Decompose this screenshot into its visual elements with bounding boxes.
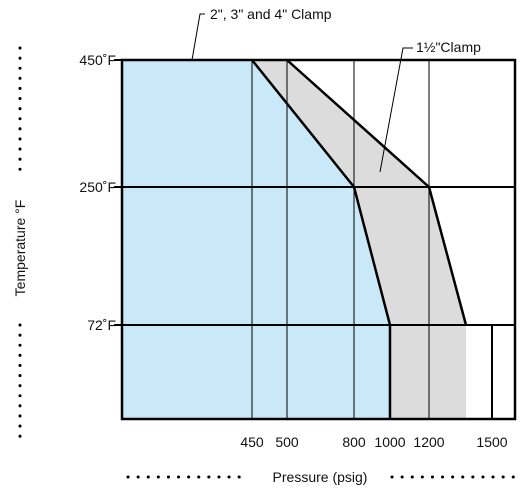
boundary-lines <box>251 59 468 419</box>
callout-label-1-5-clamp: 1½"Clamp <box>416 39 481 55</box>
x-tick-label-800: 800 <box>342 434 366 450</box>
y-axis-ticks: 72˚F 250˚F 450˚F <box>79 52 116 333</box>
y-tick-label-72: 72˚F <box>87 317 116 333</box>
boundary-2-3-4-clamp <box>251 59 392 419</box>
x-tick-label-450: 450 <box>240 434 264 450</box>
x-axis-title: Pressure (psig) <box>273 469 368 485</box>
region-1-5-clamp <box>252 60 466 419</box>
x-tick-label-1200: 1200 <box>413 434 444 450</box>
x-tick-label-1000: 1000 <box>374 434 405 450</box>
callout-leader-2-3-4-clamp <box>191 13 205 61</box>
callout-leader-1-5-clamp <box>379 47 413 173</box>
y-tick-label-250: 250˚F <box>79 179 116 195</box>
x-axis-ticks: 450 500 800 1000 1200 1500 <box>240 434 507 450</box>
y-axis-title: Temperature °F <box>12 200 28 297</box>
callout-label-2-3-4-clamp: 2", 3" and 4" Clamp <box>210 6 332 22</box>
y-tick-label-450: 450˚F <box>79 52 116 68</box>
x-tick-label-500: 500 <box>275 434 299 450</box>
x-tick-label-1500: 1500 <box>476 434 507 450</box>
boundary-1-5-clamp <box>286 59 468 326</box>
region-2-3-4-clamp <box>122 60 390 419</box>
plot-frame <box>120 58 517 421</box>
